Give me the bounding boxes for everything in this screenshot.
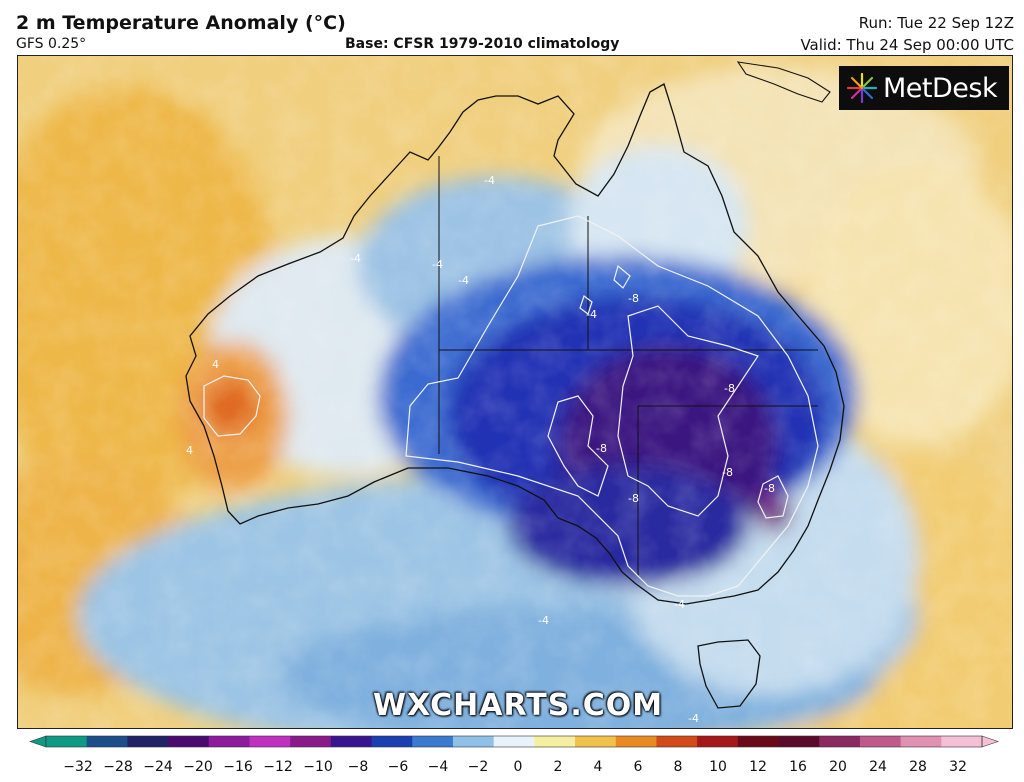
scale-tick-label: 4: [594, 759, 603, 775]
scale-tick-label: 10: [709, 759, 727, 775]
scale-tick-label: −12: [263, 759, 293, 775]
new-guinea-coastline: [736, 61, 831, 103]
contour-label: -4: [538, 614, 549, 627]
scale-swatch: [452, 736, 495, 747]
scale-tick-label: 16: [789, 759, 807, 775]
tasmania-coastline: [697, 639, 761, 709]
scale-swatch: [371, 736, 413, 747]
scale-arrow-left: [29, 735, 47, 748]
contour-label-group: -4 -4 -4 -4 -4 -4 -4 -8 -8 -8 -8 -8 -8 4…: [186, 174, 775, 725]
scale-swatch: [615, 736, 658, 747]
scale-swatch: [534, 736, 576, 747]
scale-tick-label: 6: [634, 759, 643, 775]
color-scale-ticks: −32 −28 −24 −20 −16 −12 −10 −8 −6 −4 −2 0 2 4 6 8 10 12 16…: [63, 759, 967, 775]
scale-tick-label: 24: [869, 759, 887, 775]
scale-tick-label: 28: [909, 759, 927, 775]
scale-swatch: [46, 736, 88, 747]
contour-label: -8: [628, 492, 639, 505]
scale-swatch: [330, 736, 373, 747]
model-label: GFS 0.25°: [16, 36, 87, 52]
scale-swatch: [412, 736, 454, 747]
valid-time-label: Valid: Thu 24 Sep 00:00 UTC: [800, 36, 1014, 54]
contour-label: 4: [212, 358, 219, 371]
anomaly-map: -4 -4 -4 -4 -4 -4 -4 -8 -8 -8 -8 -8 -8 4…: [17, 55, 1013, 729]
metdesk-starburst-icon: [846, 72, 878, 104]
anomaly-map-canvas: -4 -4 -4 -4 -4 -4 -4 -8 -8 -8 -8 -8 -8 4…: [18, 56, 1012, 728]
scale-swatch: [208, 736, 251, 747]
scale-swatch: [656, 736, 698, 747]
contour-label: -4: [586, 308, 597, 321]
contour-label: -4: [432, 258, 443, 271]
contour-label: -4: [688, 712, 699, 725]
contour-label: -8: [722, 466, 733, 479]
scale-tick-label: −16: [223, 759, 253, 775]
scale-swatch: [900, 736, 942, 747]
scale-tick-label: −4: [428, 759, 449, 775]
scale-tick-label: 0: [514, 759, 523, 775]
scale-swatch: [575, 736, 617, 747]
map-title: 2 m Temperature Anomaly (°C): [16, 12, 346, 34]
run-time-label: Run: Tue 22 Sep 12Z: [858, 14, 1014, 32]
metdesk-logo: MetDesk: [839, 66, 1009, 110]
scale-swatch: [127, 736, 169, 747]
contour-label: 4: [186, 444, 193, 457]
color-scale-bar: [29, 735, 999, 748]
texture-overlay: [18, 56, 1012, 728]
scale-swatch: [493, 736, 535, 747]
scale-tick-label: 20: [829, 759, 847, 775]
contour-label: -8: [724, 382, 735, 395]
scale-tick-label: −6: [388, 759, 409, 775]
scale-tick-label: −28: [103, 759, 133, 775]
scale-swatch: [859, 736, 902, 747]
scale-swatch: [697, 736, 739, 747]
scale-tick-label: −20: [183, 759, 213, 775]
contour-lines: [203, 215, 819, 597]
scale-swatch: [941, 736, 983, 747]
scale-swatch: [249, 736, 291, 747]
scale-tick-label: −8: [348, 759, 369, 775]
wxcharts-watermark: WXCHARTS.COM: [373, 688, 664, 723]
scale-tick-label: 12: [749, 759, 767, 775]
scale-tick-label: −24: [143, 759, 173, 775]
contour-label: -8: [628, 292, 639, 305]
scale-outline: [45, 735, 983, 748]
contour-label: -4: [350, 252, 361, 265]
contour-label: -8: [764, 482, 775, 495]
scale-tick-label: 32: [949, 759, 967, 775]
metdesk-logo-text: MetDesk: [883, 72, 998, 104]
scale-swatch: [86, 736, 128, 747]
contour-label: -8: [596, 442, 607, 455]
scale-swatch: [168, 736, 210, 747]
scale-tick-label: 2: [554, 759, 563, 775]
scale-swatch: [737, 736, 780, 747]
contour-label: -4: [674, 598, 685, 611]
scale-swatch: [778, 736, 820, 747]
base-climatology-label: Base: CFSR 1979-2010 climatology: [345, 36, 620, 52]
scale-tick-label: −2: [468, 759, 489, 775]
scale-swatch: [290, 736, 332, 747]
state-borders: [438, 156, 818, 576]
scale-tick-label: 8: [674, 759, 683, 775]
scale-swatch: [819, 736, 861, 747]
contour-label: -4: [458, 274, 469, 287]
australia-coastline: [185, 83, 845, 605]
scale-arrow-right: [981, 735, 999, 748]
scale-tick-label: −10: [303, 759, 333, 775]
contour-label: -4: [484, 174, 495, 187]
color-scale: −32 −28 −24 −20 −16 −12 −10 −8 −6 −4 −2 0 2 4 6 8 10 12 16…: [29, 735, 999, 775]
scale-tick-label: −32: [63, 759, 93, 775]
